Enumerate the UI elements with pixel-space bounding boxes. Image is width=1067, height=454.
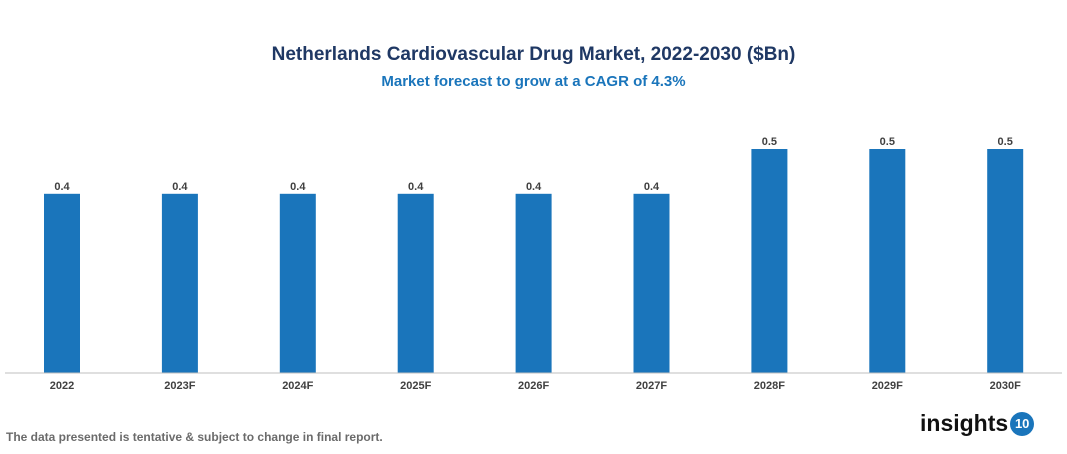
bar — [279, 193, 316, 373]
bar-chart: 0.4 2022 0.4 2023F 0.4 2024F 0.4 2025F 0.4 2026F 0… — [5, 136, 1062, 392]
bar — [633, 193, 670, 373]
bar — [515, 193, 552, 373]
data-label: 0.4 — [526, 181, 542, 193]
x-tick-label: 2029F — [872, 380, 903, 392]
bar — [44, 193, 80, 373]
data-label: 0.4 — [290, 181, 306, 193]
x-tick-label: 2024F — [282, 380, 313, 392]
data-label: 0.4 — [408, 181, 424, 193]
chart-subtitle: Market forecast to grow at a CAGR of 4.3… — [381, 73, 686, 90]
x-tick-label: 2026F — [518, 380, 549, 392]
logo-text: insights — [920, 410, 1009, 436]
bar — [869, 149, 906, 373]
data-label: 0.5 — [762, 136, 777, 148]
x-tick-label: 2027F — [636, 380, 667, 392]
data-label: 0.4 — [644, 181, 660, 193]
x-tick-label: 2025F — [400, 380, 431, 392]
x-tick-label: 2028F — [754, 380, 785, 392]
x-tick-label: 2022 — [50, 380, 74, 392]
bar — [397, 193, 434, 373]
footnote: The data presented is tentative & subjec… — [6, 430, 383, 444]
data-label: 0.5 — [880, 136, 895, 148]
data-label: 0.5 — [998, 136, 1013, 148]
bar — [161, 193, 198, 373]
insights10-logo: insights 10 — [920, 410, 1035, 437]
logo-badge: 10 — [1010, 411, 1035, 436]
x-tick-label: 2023F — [164, 380, 195, 392]
data-label: 0.4 — [54, 181, 70, 193]
x-tick-label: 2030F — [990, 380, 1021, 392]
chart-title: Netherlands Cardiovascular Drug Market, … — [271, 44, 796, 65]
bar — [987, 149, 1024, 373]
bar — [751, 149, 788, 373]
data-label: 0.4 — [172, 181, 188, 193]
